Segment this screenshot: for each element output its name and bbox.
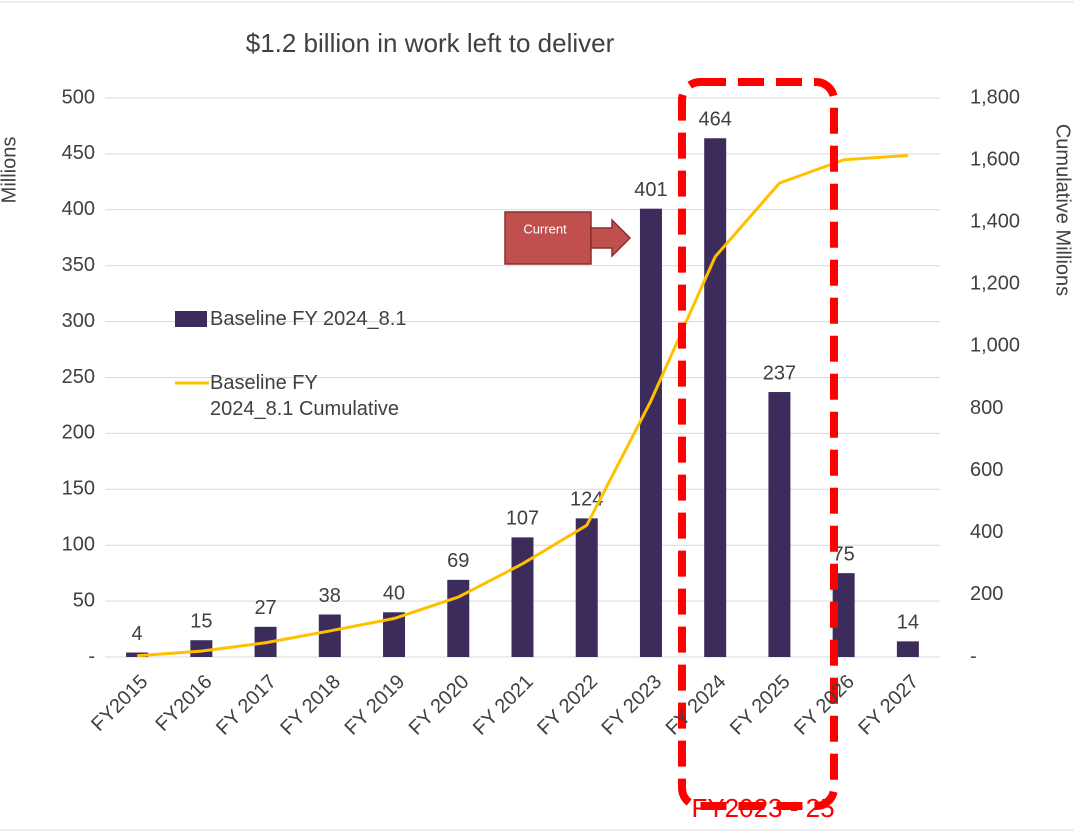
y2-tick-label: 1,800 (970, 86, 1020, 108)
data-label: 4 (132, 623, 143, 645)
y2-tick-label: 200 (970, 583, 1003, 605)
y2-tick-label: 800 (970, 397, 1003, 419)
y-tick-label: 500 (62, 86, 95, 108)
x-tick-label: FY 2025 (726, 671, 795, 740)
legend-label: Baseline FY 2024_8.1 Cumulative (210, 372, 400, 420)
bar (832, 573, 855, 657)
y2-tick-label: - (970, 645, 977, 667)
data-label: 38 (319, 585, 341, 607)
x-tick-label: FY 2017 (212, 671, 281, 740)
x-tick-label: FY 2019 (341, 671, 410, 740)
y-tick-label: 450 (62, 142, 95, 164)
data-label: 14 (897, 612, 919, 634)
y2-tick-label: 1,000 (970, 335, 1020, 357)
y2-tick-label: 400 (970, 521, 1003, 543)
bar (511, 537, 534, 657)
grid: - 50 100 150 200 250 300 350 400 450 500 - 200 400 600… (62, 86, 1020, 667)
current-arrow (590, 218, 632, 258)
x-tick-label: FY 2027 (854, 671, 923, 740)
annotation: Current (523, 221, 567, 236)
data-label: 40 (383, 583, 405, 605)
line (137, 153, 908, 658)
x-tick-label: FY 2024 (662, 671, 731, 740)
data-label: 69 (447, 550, 469, 572)
y2-tick-label: 600 (970, 459, 1003, 481)
data-label: 401 (634, 179, 667, 201)
legend-swatch (175, 311, 207, 327)
data-label: 237 (763, 362, 796, 384)
data-label: 107 (506, 508, 539, 530)
y-tick-label: 100 (62, 533, 95, 555)
y-tick-label: 50 (73, 589, 95, 611)
bar (383, 612, 406, 657)
x-tick-label: FY2015 (87, 671, 152, 736)
data-label: 27 (254, 597, 276, 619)
chart-title: $1.2 billion in work left to deliver (246, 28, 615, 58)
marks: 4 15 27 38 40 69 107 124 401 464 237 75 14 (126, 109, 919, 658)
y-tick-label: 150 (62, 478, 95, 500)
annotation: FY2023 - 25 (691, 793, 834, 823)
data-label: 15 (190, 611, 212, 633)
y2-tick-label: 1,600 (970, 148, 1020, 170)
x-tick-label: FY2016 (152, 671, 217, 736)
x-tick-label: FY 2020 (405, 671, 474, 740)
data-label: 75 (833, 543, 855, 565)
y2-tick-label: 1,400 (970, 211, 1020, 233)
y2-tick-label: 1,200 (970, 273, 1020, 295)
bar (318, 614, 341, 657)
x-tick-label: FY 2021 (469, 671, 538, 740)
x-tick-label: FY 2018 (276, 671, 345, 740)
y-tick-label: 350 (62, 254, 95, 276)
bar (575, 518, 598, 657)
y-tick-label: 250 (62, 366, 95, 388)
bar (896, 641, 919, 657)
x-tick-label: FY 2022 (533, 671, 602, 740)
data-label: 124 (570, 489, 603, 511)
y-tick-label: 300 (62, 310, 95, 332)
y2-axis-label: Cumulative Millions (1052, 124, 1074, 296)
legend-label: Baseline FY 2024_8.1 (210, 308, 407, 330)
bar (704, 138, 727, 658)
x-tick-label: FY 2026 (790, 671, 859, 740)
y-tick-label: - (88, 645, 95, 667)
highlight-box (678, 78, 838, 810)
y-tick-label: 200 (62, 422, 95, 444)
data-label: 464 (699, 109, 732, 131)
x-tick-label: FY 2023 (597, 671, 666, 740)
bar (768, 392, 791, 657)
y-axis-label: Millions (0, 137, 20, 204)
bar (639, 208, 662, 657)
y-tick-label: 400 (62, 198, 95, 220)
current-box (504, 211, 592, 265)
